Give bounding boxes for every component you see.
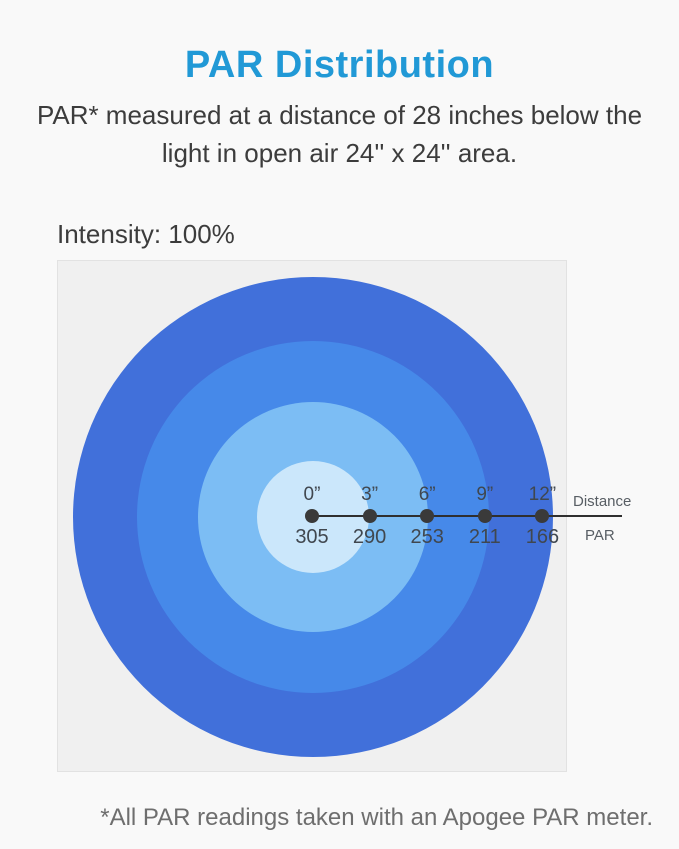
- par-distribution-chart: [57, 260, 567, 772]
- page-title: PAR Distribution: [184, 44, 495, 86]
- subtitle-line-1: PAR* measured at a distance of 28 inches…: [36, 100, 643, 130]
- par-axis-label: PAR: [585, 527, 615, 544]
- subtitle: PAR* measured at a distance of 28 inches…: [0, 96, 679, 172]
- subtitle-line-2: light in open air 24'' x 24'' area.: [161, 138, 518, 168]
- intensity-label: Intensity: 100%: [57, 219, 235, 249]
- distance-axis-line: [312, 515, 622, 517]
- distance-axis-label: Distance: [573, 493, 632, 510]
- footnote: *All PAR readings taken with an Apogee P…: [100, 804, 653, 831]
- center-circle: [257, 461, 369, 573]
